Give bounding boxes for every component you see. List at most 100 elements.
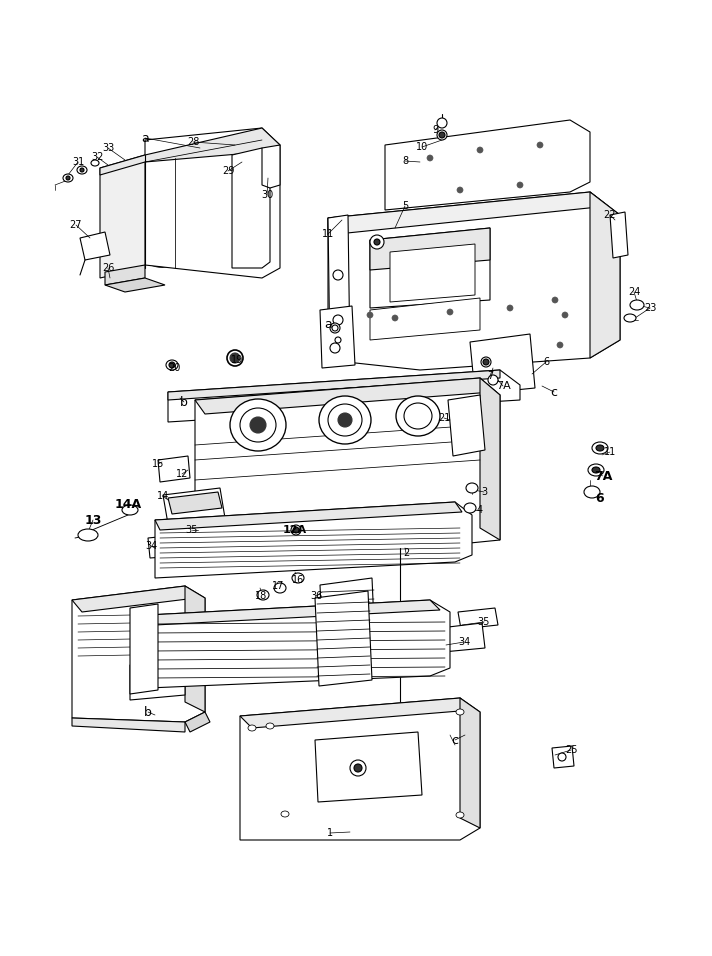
Ellipse shape bbox=[367, 312, 373, 318]
Text: 4: 4 bbox=[477, 505, 483, 515]
Polygon shape bbox=[390, 244, 475, 302]
Ellipse shape bbox=[354, 764, 362, 772]
Ellipse shape bbox=[338, 413, 352, 427]
Text: 12A: 12A bbox=[283, 525, 307, 535]
Text: 33: 33 bbox=[102, 143, 114, 153]
Ellipse shape bbox=[596, 445, 604, 451]
Text: 24: 24 bbox=[628, 287, 640, 297]
Text: 22: 22 bbox=[604, 210, 617, 220]
Ellipse shape bbox=[584, 486, 600, 498]
Text: a: a bbox=[324, 317, 332, 331]
Ellipse shape bbox=[427, 155, 433, 161]
Polygon shape bbox=[320, 578, 376, 674]
Text: b: b bbox=[180, 396, 188, 408]
Polygon shape bbox=[100, 128, 280, 175]
Ellipse shape bbox=[248, 725, 256, 731]
Text: 34: 34 bbox=[458, 637, 470, 647]
Text: 6: 6 bbox=[596, 491, 604, 505]
Text: 28: 28 bbox=[187, 137, 199, 147]
Text: 2: 2 bbox=[403, 548, 409, 558]
Text: 17: 17 bbox=[272, 581, 284, 591]
Ellipse shape bbox=[483, 359, 489, 365]
Ellipse shape bbox=[328, 404, 362, 436]
Polygon shape bbox=[195, 378, 492, 414]
Ellipse shape bbox=[77, 166, 87, 174]
Polygon shape bbox=[448, 395, 485, 456]
Polygon shape bbox=[155, 502, 472, 578]
Ellipse shape bbox=[481, 357, 491, 367]
Ellipse shape bbox=[404, 403, 432, 429]
Ellipse shape bbox=[333, 270, 343, 280]
Ellipse shape bbox=[437, 118, 447, 128]
Text: 8: 8 bbox=[402, 156, 408, 166]
Ellipse shape bbox=[169, 362, 175, 368]
Ellipse shape bbox=[592, 467, 600, 473]
Ellipse shape bbox=[507, 305, 513, 311]
Text: 35: 35 bbox=[478, 617, 490, 627]
Text: 13: 13 bbox=[84, 513, 102, 527]
Text: 9: 9 bbox=[432, 125, 438, 135]
Ellipse shape bbox=[122, 505, 138, 515]
Ellipse shape bbox=[588, 464, 604, 476]
Text: 3: 3 bbox=[481, 487, 487, 497]
Polygon shape bbox=[105, 265, 145, 285]
Ellipse shape bbox=[230, 399, 286, 451]
Polygon shape bbox=[370, 298, 480, 340]
Text: 21: 21 bbox=[438, 413, 450, 423]
Ellipse shape bbox=[292, 573, 304, 583]
Polygon shape bbox=[130, 604, 158, 694]
Polygon shape bbox=[460, 698, 480, 828]
Polygon shape bbox=[72, 718, 185, 732]
Polygon shape bbox=[155, 502, 462, 530]
Polygon shape bbox=[80, 232, 110, 260]
Text: 1: 1 bbox=[327, 828, 333, 838]
Polygon shape bbox=[315, 732, 422, 802]
Text: 14A: 14A bbox=[115, 497, 142, 511]
Ellipse shape bbox=[488, 375, 498, 385]
Ellipse shape bbox=[517, 182, 523, 188]
Ellipse shape bbox=[78, 529, 98, 541]
Text: b: b bbox=[144, 706, 152, 719]
Text: 26: 26 bbox=[102, 263, 114, 273]
Polygon shape bbox=[610, 212, 628, 258]
Ellipse shape bbox=[592, 442, 608, 454]
Ellipse shape bbox=[266, 723, 274, 729]
Polygon shape bbox=[194, 520, 227, 542]
Ellipse shape bbox=[250, 417, 266, 433]
Polygon shape bbox=[328, 192, 608, 235]
Polygon shape bbox=[240, 698, 472, 728]
Ellipse shape bbox=[447, 309, 453, 315]
Polygon shape bbox=[262, 145, 280, 188]
Ellipse shape bbox=[227, 350, 243, 366]
Ellipse shape bbox=[335, 337, 341, 343]
Ellipse shape bbox=[281, 811, 289, 817]
Ellipse shape bbox=[166, 360, 178, 370]
Text: 36: 36 bbox=[310, 591, 322, 601]
Polygon shape bbox=[185, 586, 205, 712]
Polygon shape bbox=[195, 378, 500, 555]
Text: 35: 35 bbox=[186, 525, 198, 535]
Ellipse shape bbox=[457, 187, 463, 193]
Text: 19: 19 bbox=[231, 355, 243, 365]
Ellipse shape bbox=[291, 525, 301, 535]
Polygon shape bbox=[72, 586, 205, 722]
Ellipse shape bbox=[439, 132, 445, 138]
Polygon shape bbox=[145, 128, 280, 278]
Ellipse shape bbox=[240, 408, 276, 442]
Ellipse shape bbox=[63, 174, 73, 182]
Polygon shape bbox=[370, 228, 490, 308]
Text: 11: 11 bbox=[604, 447, 616, 457]
Polygon shape bbox=[158, 456, 190, 482]
Text: 5: 5 bbox=[402, 201, 408, 211]
Ellipse shape bbox=[330, 343, 340, 353]
Text: a: a bbox=[141, 132, 149, 144]
Ellipse shape bbox=[274, 583, 286, 593]
Polygon shape bbox=[232, 148, 270, 268]
Ellipse shape bbox=[91, 160, 99, 166]
Text: 18: 18 bbox=[255, 591, 267, 601]
Ellipse shape bbox=[557, 342, 563, 348]
Polygon shape bbox=[370, 228, 490, 270]
Text: 7: 7 bbox=[487, 371, 493, 381]
Polygon shape bbox=[385, 120, 590, 210]
Polygon shape bbox=[100, 155, 145, 278]
